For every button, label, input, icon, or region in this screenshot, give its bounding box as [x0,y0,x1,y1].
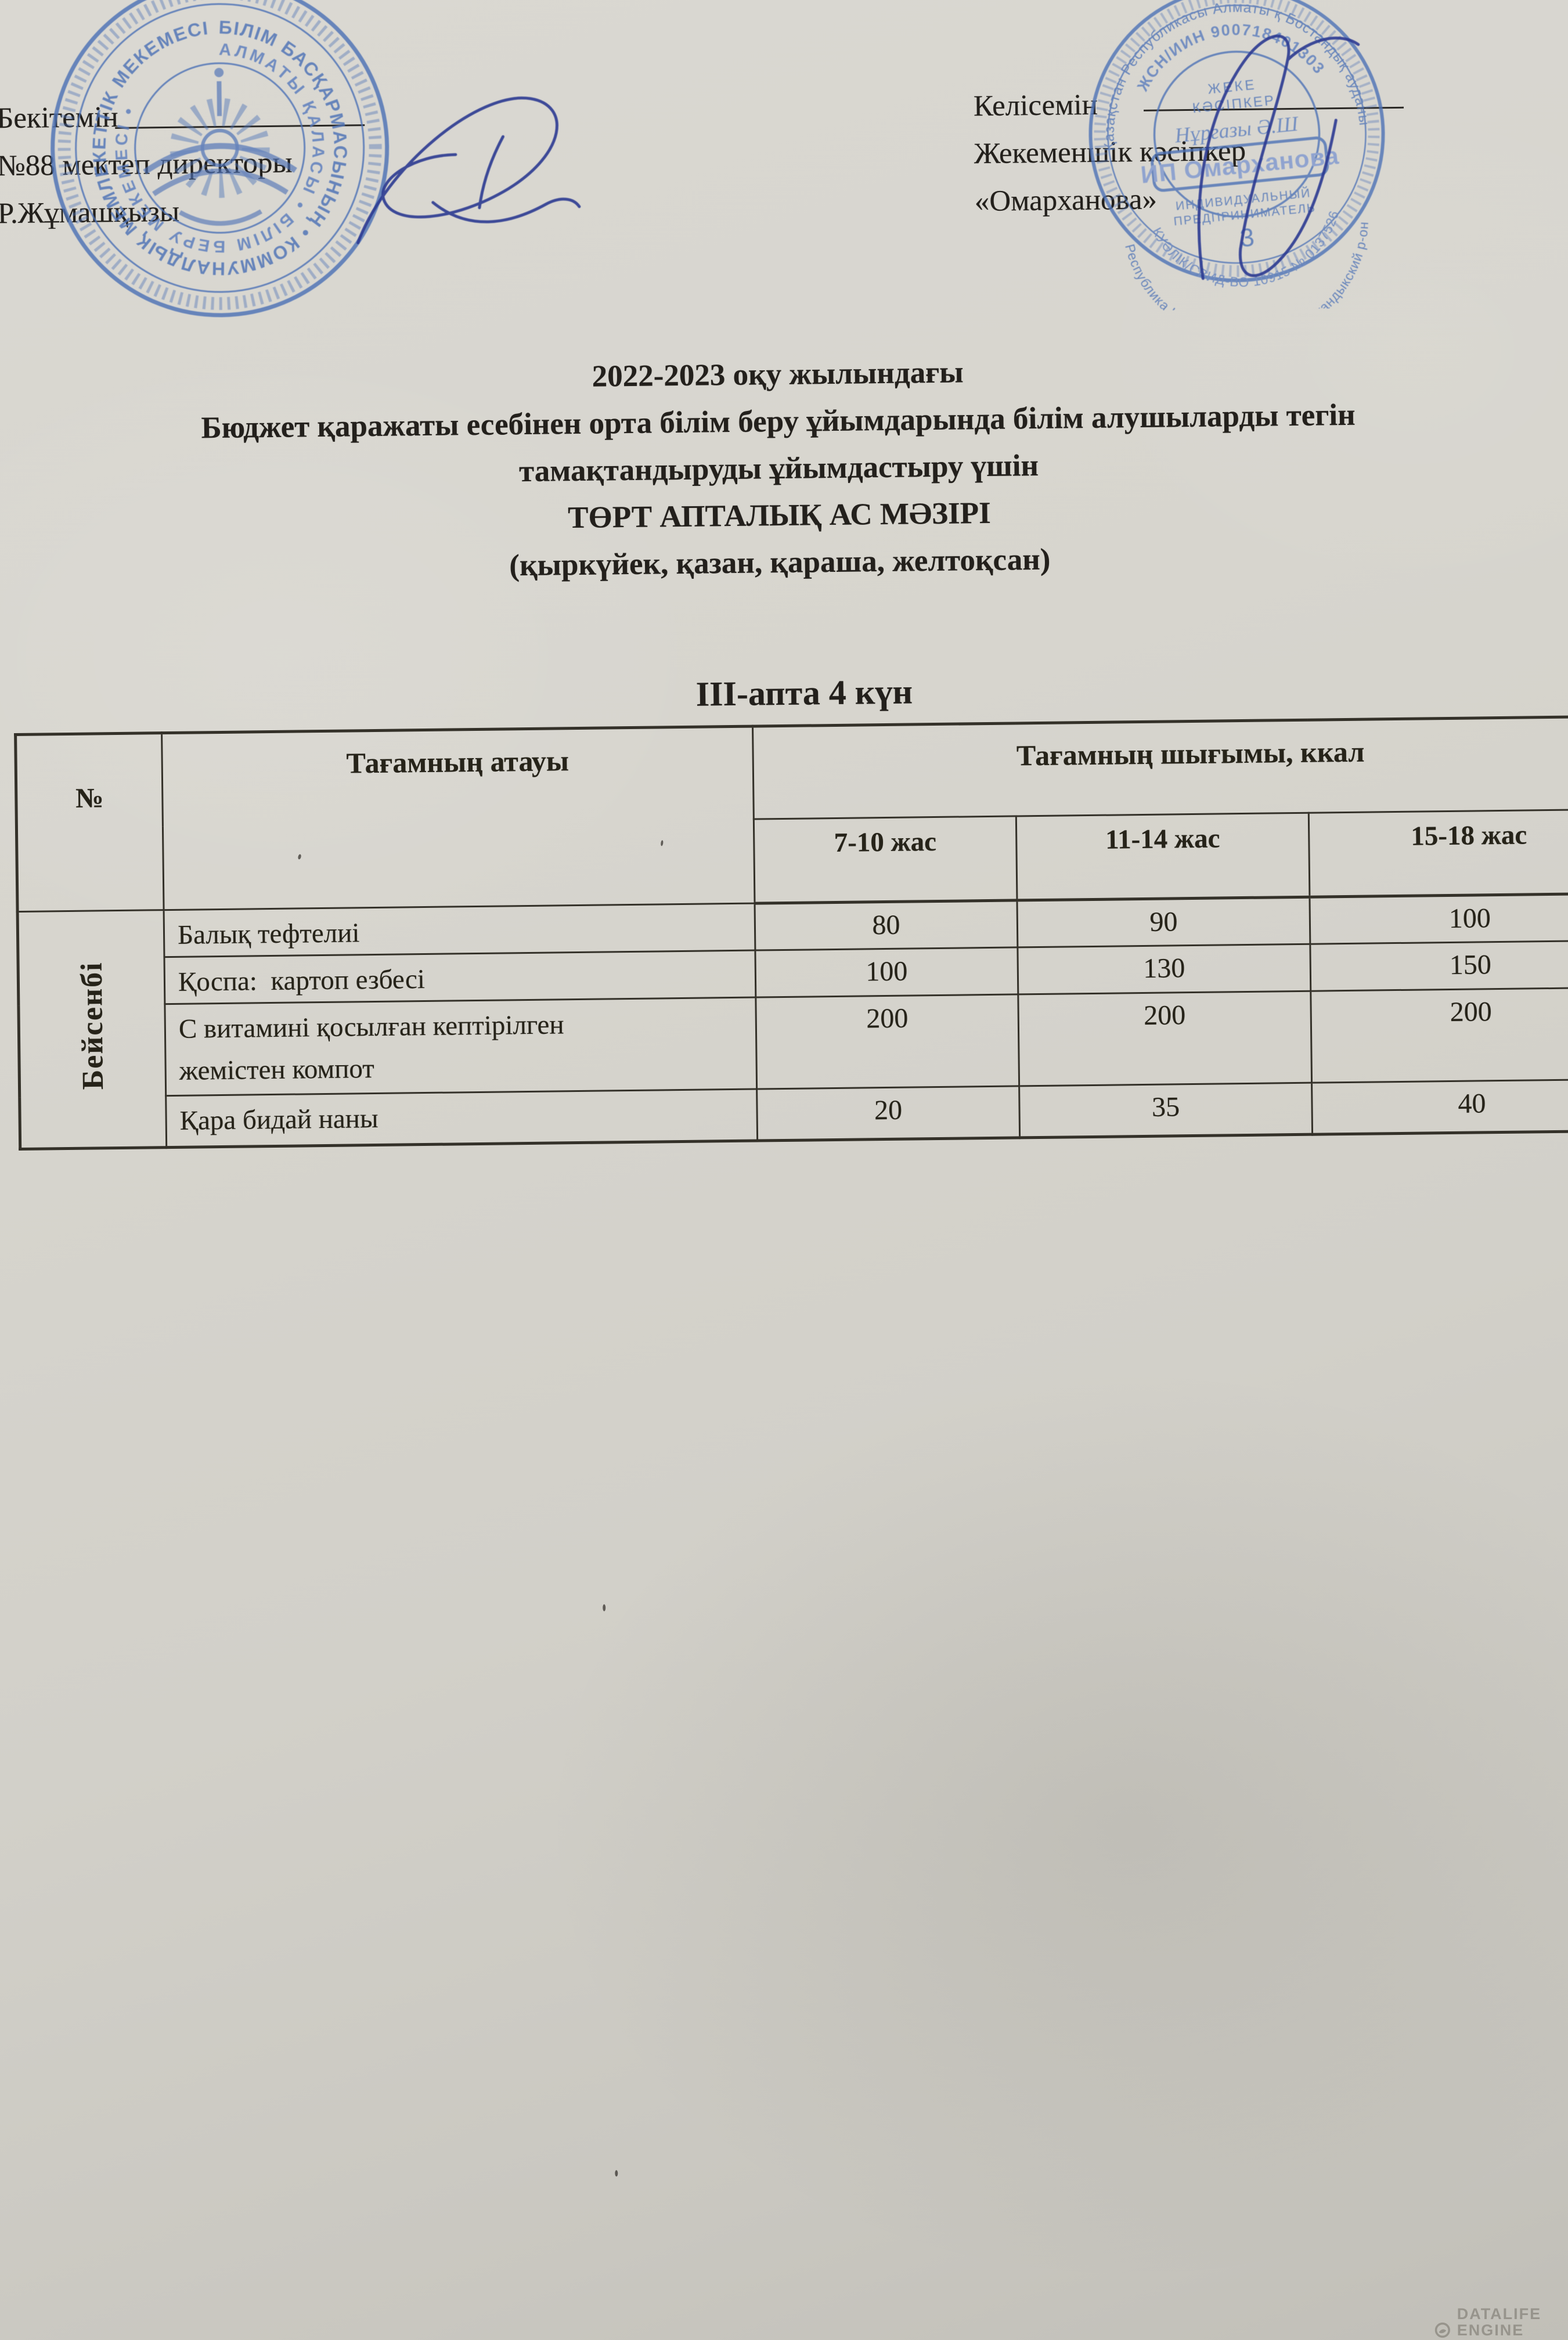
kcal-cell: 35 [1019,1083,1313,1138]
entrepreneur-round-stamp: Қазақстан Республикасы Алматы қ Бостанды… [1088,0,1385,311]
watermark: DATALIFE ENGINE SOFTNEWS MEDIA GROUP [1434,2306,1568,2340]
kcal-cell: 90 [1017,897,1310,947]
paper-speck [615,2170,618,2177]
kcal-cell: 80 [754,900,1018,951]
header-number: № [15,733,164,912]
day-cell: Бейсенбі [17,910,167,1149]
datalife-eye-icon [1434,2322,1450,2338]
kcal-cell: 200 [1018,991,1312,1086]
dish-cell: С витамині қосылған кептірілген жемістен… [164,997,757,1096]
director-signature [356,96,581,244]
document-title: 2022-2023 оқу жылындағы Бюджет қаражаты … [0,342,1564,596]
day-label: Бейсенбі [75,961,110,1090]
kcal-cell: 150 [1310,940,1568,991]
header-age-15-18: 15-18 жас [1309,809,1568,897]
header-age-11-14: 11-14 жас [1016,813,1310,900]
menu-table: № Тағамның атауы Тағамның шығымы, ккал 7… [14,715,1568,1151]
table-row: С витамині қосылған кептірілген жемістен… [19,987,1568,1098]
kcal-cell: 200 [1310,987,1568,1083]
kcal-cell: 20 [756,1086,1020,1141]
kcal-cell: 130 [1017,944,1311,994]
header-output-kcal: Тағамның шығымы, ккал [752,716,1568,820]
school-round-stamp: БІЛІМ БАСҚАРМАСЫНЫҢ • КОММУНАЛДЫҚ МЕМЛЕК… [40,0,390,318]
watermark-subtitle: SOFTNEWS MEDIA GROUP [1457,2338,1568,2340]
dish-cell: Қоспа: картоп езбесі [164,950,756,1004]
kcal-cell: 200 [755,994,1019,1090]
week-day-subtitle: III-апта 4 күн [695,672,913,713]
dish-cell: Қара бидай наны [165,1089,758,1148]
paper-speck [603,1604,606,1611]
header-dish-name: Тағамның атауы [161,726,755,910]
header-age-7-10: 7-10 жас [754,816,1017,904]
dish-cell: Балық тефтелиі [164,903,755,957]
kcal-cell: 40 [1311,1079,1568,1135]
watermark-title: DATALIFE ENGINE [1457,2305,1542,2339]
entrepreneur-signature [1197,34,1360,280]
kcal-cell: 100 [1309,893,1568,944]
kcal-cell: 100 [755,947,1018,998]
